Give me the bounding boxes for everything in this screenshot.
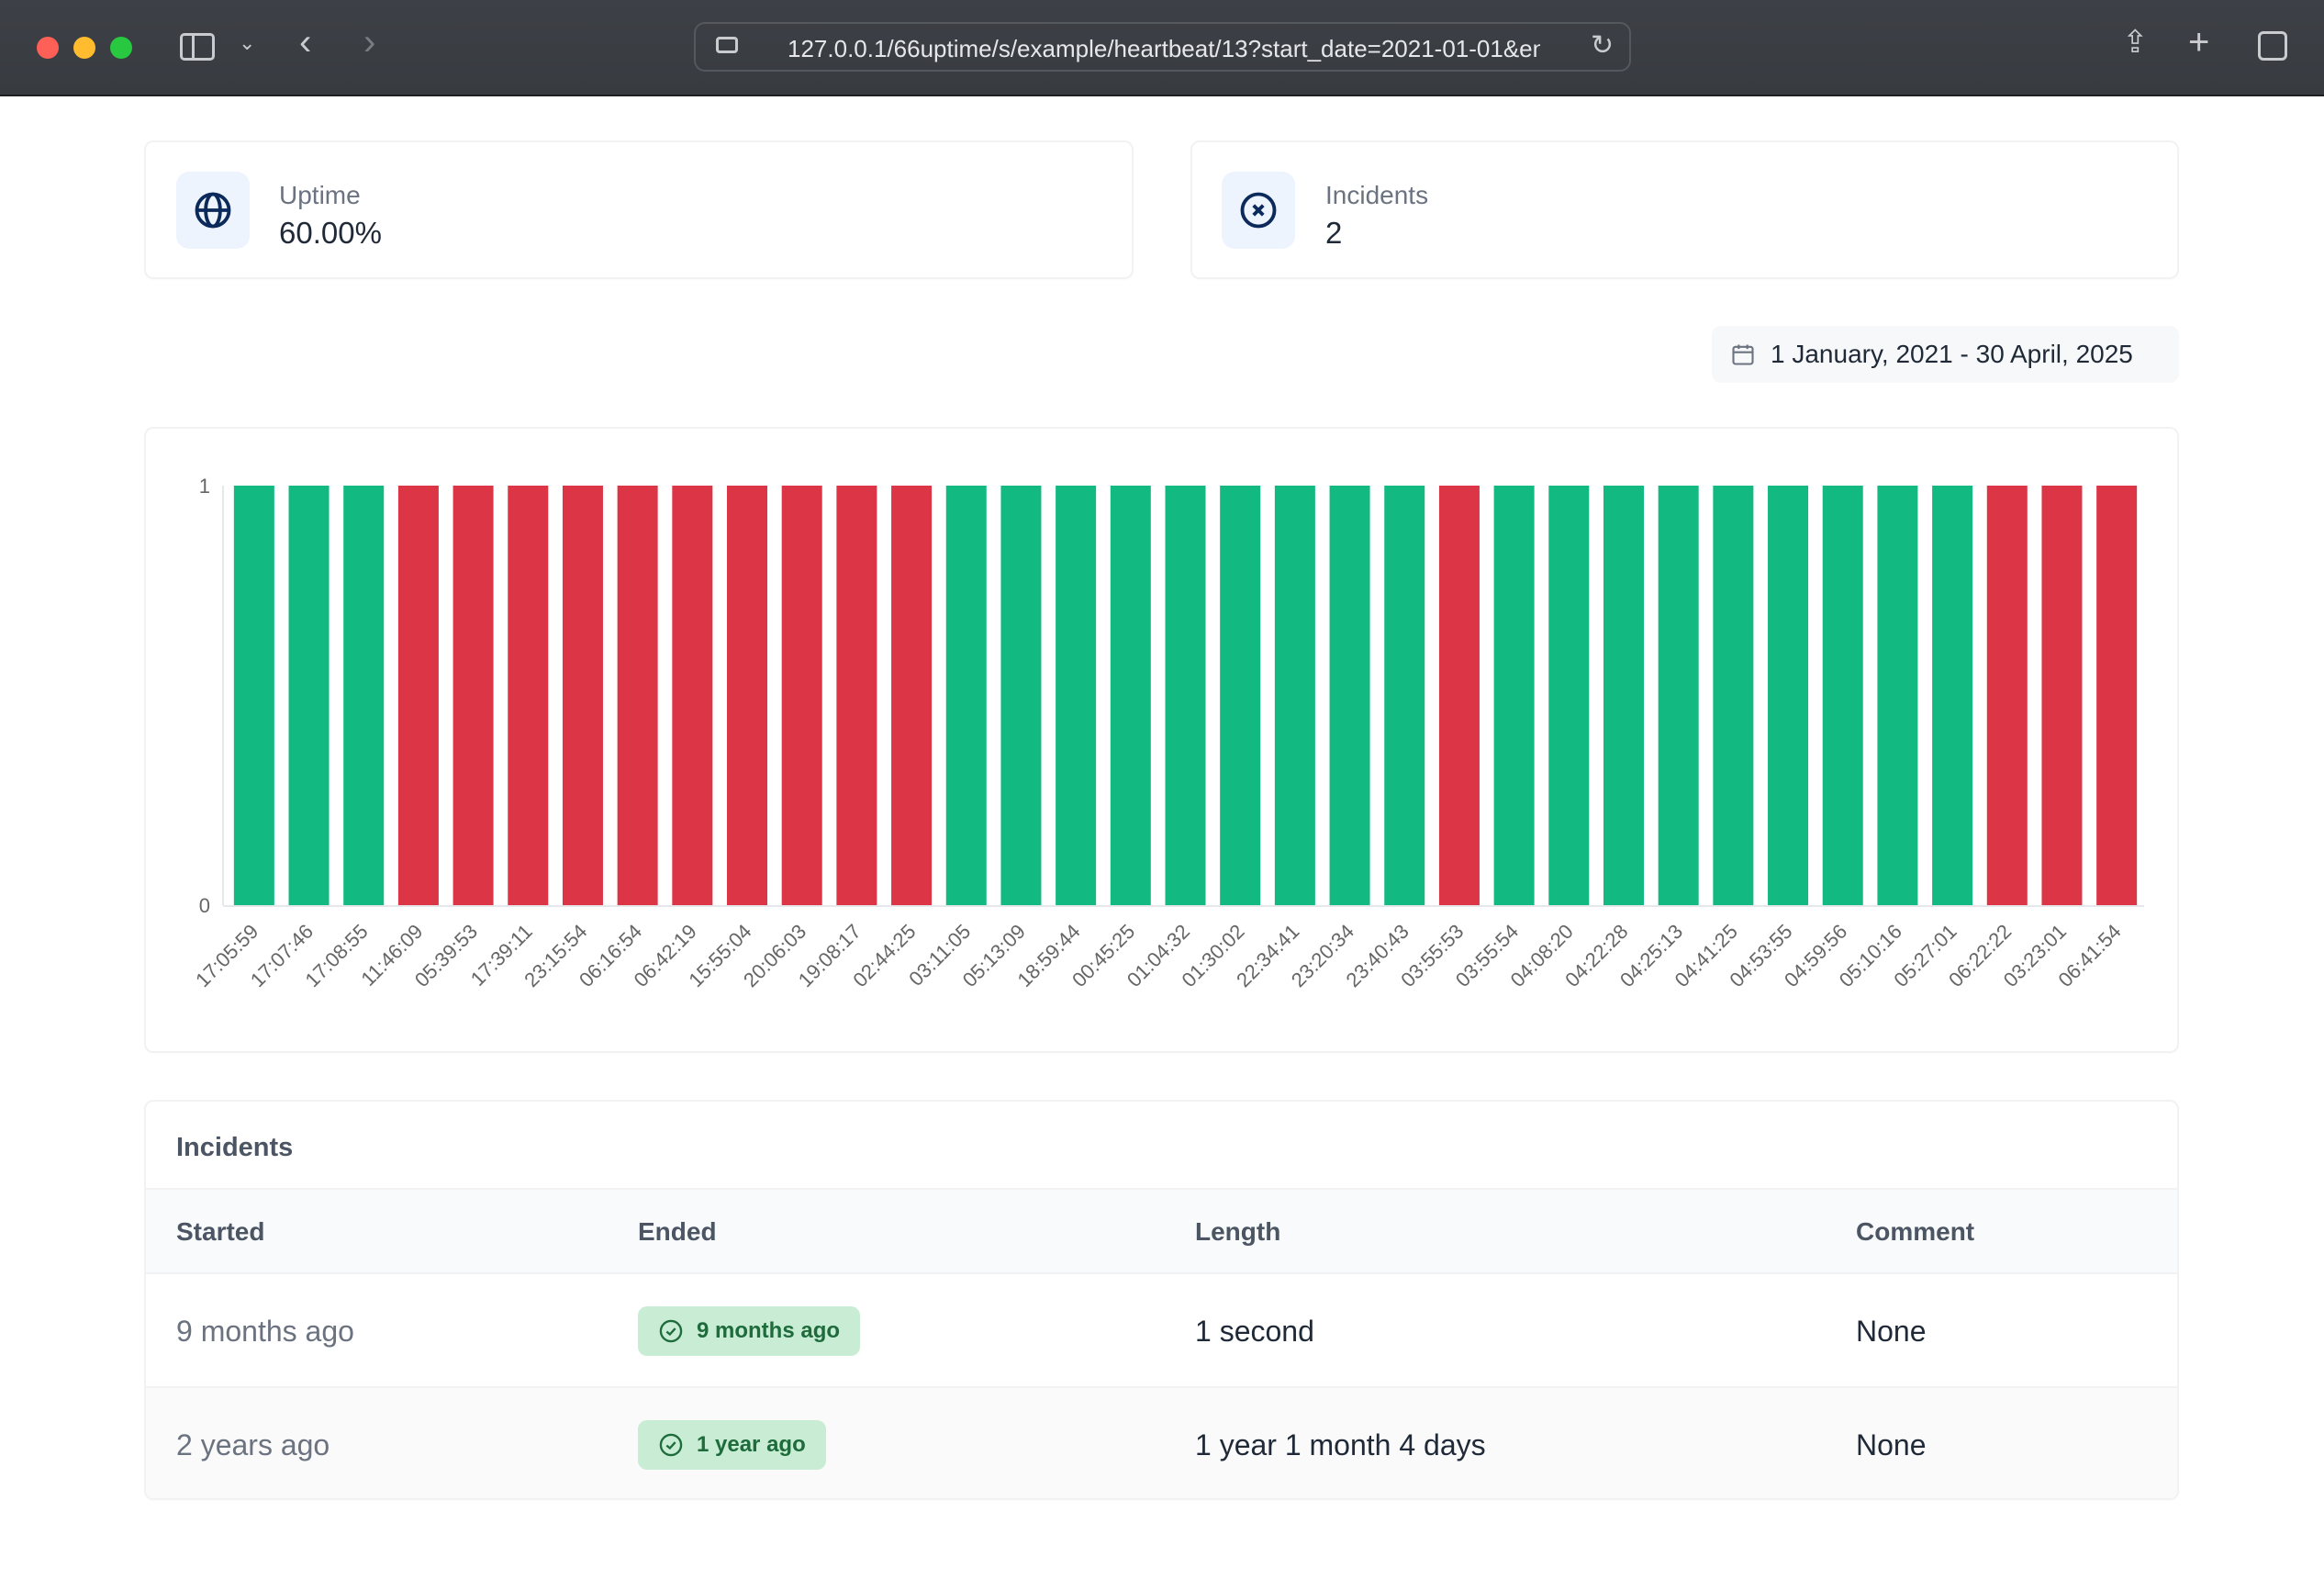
bar-up: [343, 486, 385, 905]
x-circle-icon: [1222, 172, 1295, 249]
bar-up: [1493, 486, 1535, 905]
header-started: Started: [176, 1217, 265, 1246]
started-cell: 2 years ago: [176, 1428, 330, 1461]
bar-up: [1165, 486, 1206, 905]
ended-badge: 9 months ago: [638, 1306, 861, 1356]
bar-down: [397, 486, 439, 905]
incidents-card: Incidents 2: [1190, 140, 2179, 279]
header-length: Length: [1195, 1217, 1281, 1246]
y-tick-label: 0: [199, 894, 210, 917]
ended-badge: 1 year ago: [638, 1420, 826, 1470]
bar-up: [1658, 486, 1699, 905]
date-range-picker[interactable]: 1 January, 2021 - 30 April, 2025: [1712, 326, 2179, 383]
chevron-down-icon[interactable]: ⌄: [239, 31, 256, 54]
bar-up: [1384, 486, 1425, 905]
incidents-table-title: Incidents: [176, 1133, 294, 1162]
bar-down: [836, 486, 877, 905]
bar-up: [1932, 486, 1973, 905]
started-cell: 9 months ago: [176, 1315, 354, 1348]
bar-up: [1877, 486, 1918, 905]
bar-down: [453, 486, 494, 905]
maximize-window-button[interactable]: [110, 37, 132, 59]
bar-down: [562, 486, 603, 905]
incidents-table-card: Incidents Started Ended Length Comment 9…: [144, 1100, 2179, 1500]
incidents-value: 2: [1325, 216, 1343, 250]
new-tab-icon[interactable]: +: [2188, 22, 2210, 62]
minimize-window-button[interactable]: [73, 37, 95, 59]
ended-text: 1 year ago: [697, 1432, 806, 1457]
bar-up: [1768, 486, 1809, 905]
bar-up: [288, 486, 330, 905]
bar-up: [1548, 486, 1590, 905]
incidents-label: Incidents: [1325, 181, 1429, 209]
ended-text: 9 months ago: [697, 1318, 841, 1343]
header-ended: Ended: [638, 1217, 717, 1246]
bar-down: [1986, 486, 2028, 905]
uptime-card: Uptime 60.00%: [144, 140, 1134, 279]
reload-icon[interactable]: ↻: [1591, 30, 1615, 61]
bar-up: [1713, 486, 1754, 905]
site-settings-icon[interactable]: [716, 37, 738, 53]
bar-up: [1000, 486, 1042, 905]
close-window-button[interactable]: [37, 37, 59, 59]
check-circle-icon: [659, 1319, 683, 1343]
check-circle-icon: [659, 1433, 683, 1457]
address-bar[interactable]: 127.0.0.1/66uptime/s/example/heartbeat/1…: [694, 22, 1631, 72]
bar-up: [1056, 486, 1097, 905]
bar-up: [1329, 486, 1370, 905]
sidebar-icon[interactable]: [180, 33, 215, 61]
bar-up: [1110, 486, 1151, 905]
calendar-icon: [1732, 344, 1754, 365]
bar-down: [672, 486, 713, 905]
date-range-label: 1 January, 2021 - 30 April, 2025: [1771, 340, 2133, 368]
bar-up: [1603, 486, 1644, 905]
length-cell: 1 second: [1195, 1315, 1314, 1348]
comment-cell: None: [1856, 1315, 1927, 1348]
url-text[interactable]: 127.0.0.1/66uptime/s/example/heartbeat/1…: [788, 35, 1540, 62]
y-tick-label: 1: [199, 475, 210, 498]
uptime-label: Uptime: [279, 181, 361, 209]
forward-icon[interactable]: ›: [363, 22, 376, 62]
bar-up: [1274, 486, 1315, 905]
bar-down: [1438, 486, 1480, 905]
globe-icon: [176, 172, 250, 249]
browser-toolbar: ⌄ ‹ › 127.0.0.1/66uptime/s/example/heart…: [0, 0, 2324, 96]
bar-up: [233, 486, 274, 905]
heartbeat-chart: 0117:05:5917:07:4617:08:5511:46:0905:39:…: [191, 475, 2144, 991]
tabs-overview-icon[interactable]: [2258, 31, 2287, 61]
bar-down: [891, 486, 933, 905]
bar-down: [781, 486, 822, 905]
heartbeat-chart-card: 0 1 17:05:59 17:07:46 17:08:55 11:46:09 05:39:…: [144, 427, 2179, 1053]
bar-down: [727, 486, 768, 905]
header-comment: Comment: [1856, 1217, 1975, 1246]
uptime-value: 60.00%: [279, 216, 382, 250]
length-cell: 1 year 1 month 4 days: [1195, 1428, 1486, 1461]
comment-cell: None: [1856, 1428, 1927, 1461]
bar-down: [2041, 486, 2083, 905]
back-icon[interactable]: ‹: [299, 22, 312, 62]
table-row: 2 years ago 1 year ago 1 year 1 month 4 …: [146, 1388, 2177, 1498]
table-row: 9 months ago 9 months ago 1 second None: [146, 1274, 2177, 1388]
bar-down: [508, 486, 549, 905]
table-header: Started Ended Length Comment: [146, 1188, 2177, 1274]
bar-up: [1822, 486, 1863, 905]
bar-down: [2096, 486, 2138, 905]
bar-up: [1220, 486, 1261, 905]
share-icon[interactable]: ⇪: [2122, 25, 2149, 60]
bar-up: [945, 486, 987, 905]
bar-down: [617, 486, 658, 905]
